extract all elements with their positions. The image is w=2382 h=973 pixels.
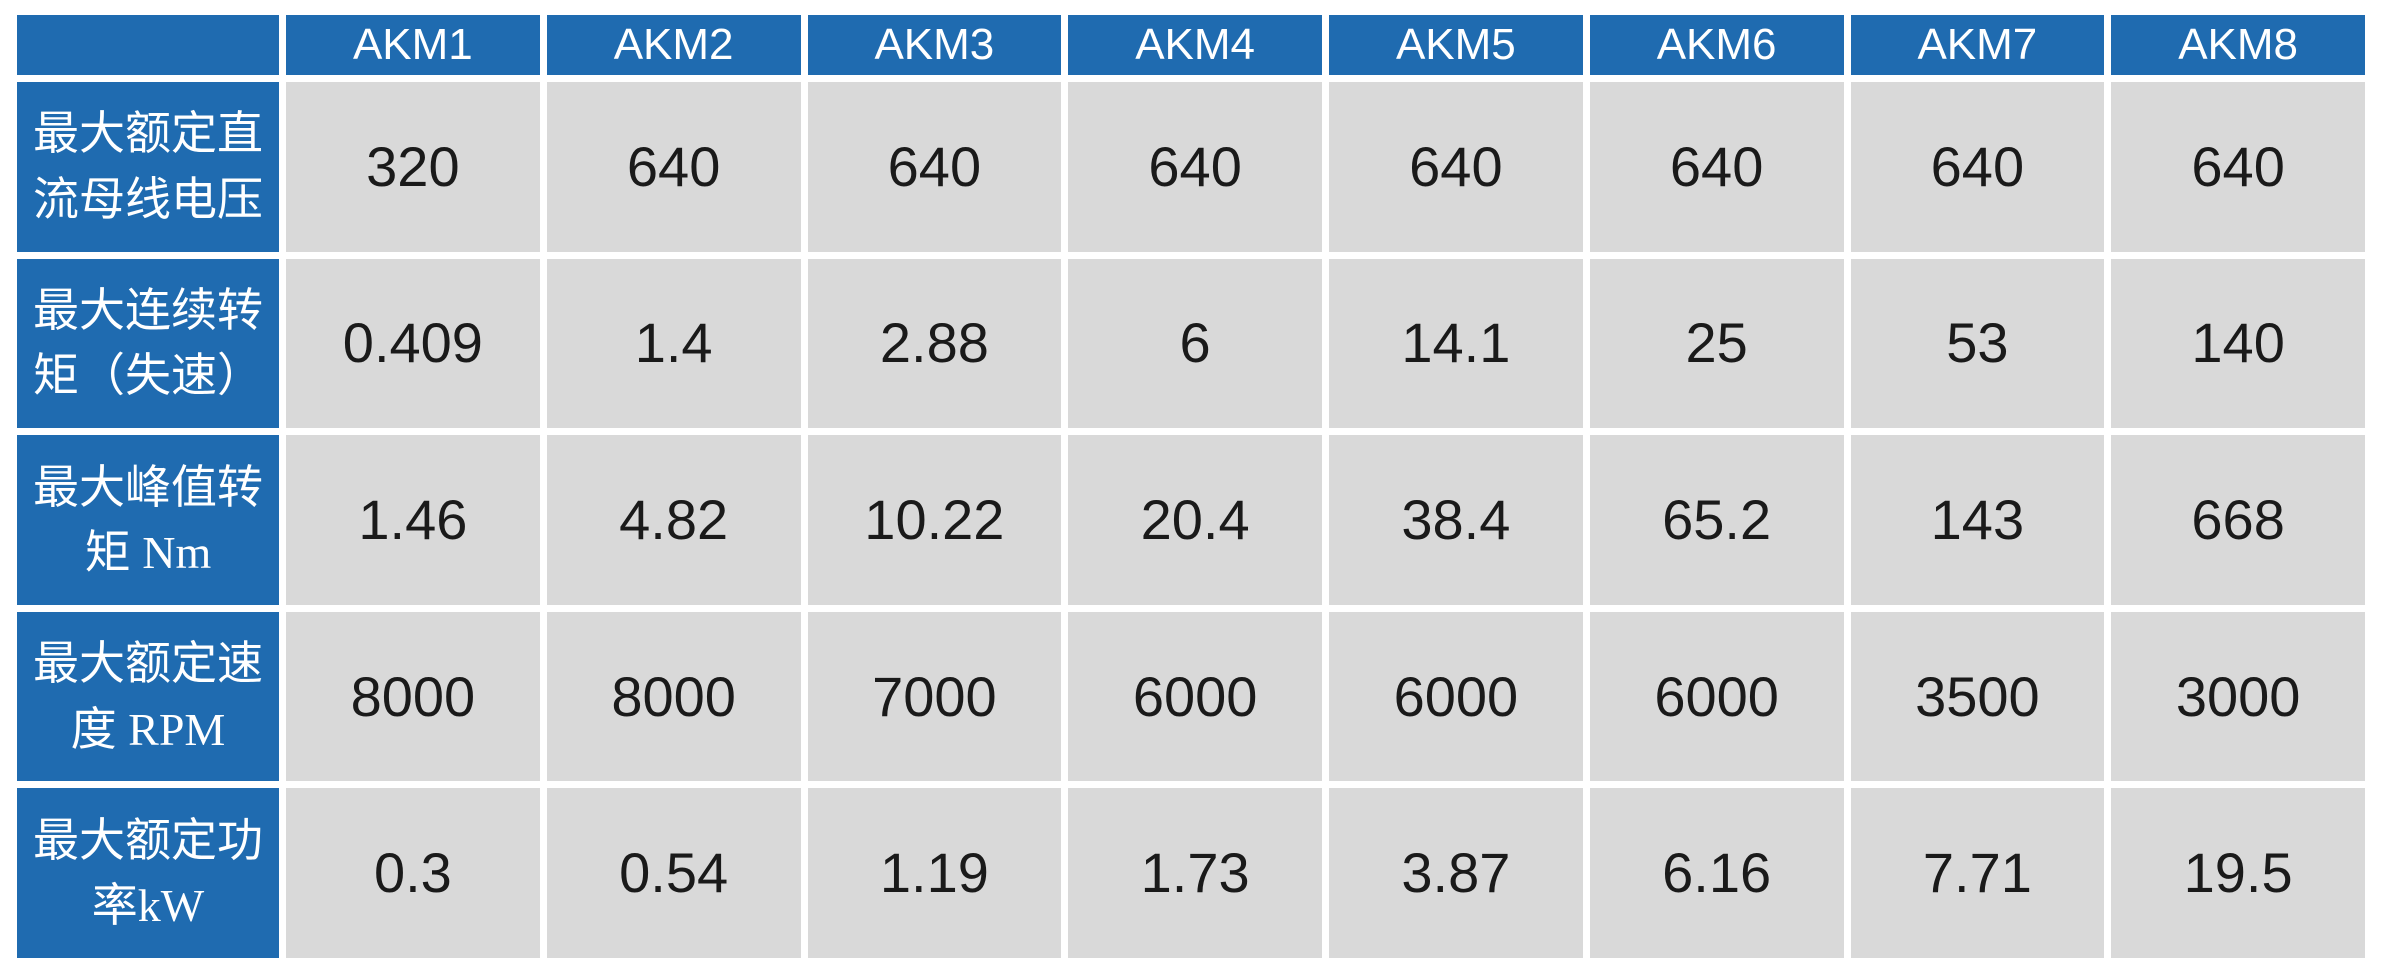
cell-value: 6000 xyxy=(1329,611,1583,782)
corner-cell xyxy=(17,15,279,75)
cell-value: 14.1 xyxy=(1329,258,1583,429)
cell-value: 0.409 xyxy=(286,258,540,429)
cell-value: 38.4 xyxy=(1329,435,1583,605)
column-header-akm8: AKM8 xyxy=(2111,15,2365,75)
column-header-akm3: AKM3 xyxy=(807,15,1062,75)
cell-value: 0.3 xyxy=(286,788,540,958)
cell-value: 1.46 xyxy=(286,435,540,605)
cell-value: 6000 xyxy=(1589,611,1844,782)
table-row-peak-torque: 最大峰值转矩 Nm 1.46 4.82 10.22 20.4 38.4 65.2… xyxy=(17,435,2365,605)
cell-value: 640 xyxy=(1329,82,1583,252)
table-row-dc-bus-voltage: 最大额定直流母线电压 320 640 640 640 640 640 640 6… xyxy=(17,82,2365,252)
cell-value: 53 xyxy=(1850,258,2105,429)
table-row-continuous-torque: 最大连续转矩（失速） 0.409 1.4 2.88 6 14.1 25 53 1… xyxy=(17,258,2365,429)
row-label-dc-bus-voltage: 最大额定直流母线电压 xyxy=(17,82,279,252)
cell-value: 640 xyxy=(546,82,801,252)
cell-value: 10.22 xyxy=(807,435,1062,605)
cell-value: 3500 xyxy=(1850,611,2105,782)
table-row-rated-power: 最大额定功率kW 0.3 0.54 1.19 1.73 3.87 6.16 7.… xyxy=(17,788,2365,958)
cell-value: 640 xyxy=(1589,82,1844,252)
cell-value: 7000 xyxy=(807,611,1062,782)
cell-value: 25 xyxy=(1589,258,1844,429)
cell-value: 2.88 xyxy=(807,258,1062,429)
cell-value: 1.4 xyxy=(546,258,801,429)
cell-value: 668 xyxy=(2111,435,2365,605)
cell-value: 320 xyxy=(286,82,540,252)
cell-value: 20.4 xyxy=(1068,435,1322,605)
cell-value: 65.2 xyxy=(1589,435,1844,605)
cell-value: 1.19 xyxy=(807,788,1062,958)
cell-value: 7.71 xyxy=(1850,788,2105,958)
cell-value: 19.5 xyxy=(2111,788,2365,958)
row-label-rated-speed: 最大额定速度 RPM xyxy=(17,611,279,782)
row-label-rated-power: 最大额定功率kW xyxy=(17,788,279,958)
header-row: AKM1 AKM2 AKM3 AKM4 AKM5 AKM6 AKM7 AKM8 xyxy=(17,15,2365,75)
column-header-akm4: AKM4 xyxy=(1068,15,1322,75)
cell-value: 640 xyxy=(1068,82,1322,252)
column-header-akm5: AKM5 xyxy=(1329,15,1583,75)
cell-value: 0.54 xyxy=(546,788,801,958)
cell-value: 8000 xyxy=(286,611,540,782)
column-header-akm1: AKM1 xyxy=(286,15,540,75)
cell-value: 6000 xyxy=(1068,611,1322,782)
akm-spec-table: AKM1 AKM2 AKM3 AKM4 AKM5 AKM6 AKM7 AKM8 … xyxy=(10,8,2372,965)
column-header-akm6: AKM6 xyxy=(1589,15,1844,75)
cell-value: 6.16 xyxy=(1589,788,1844,958)
column-header-akm2: AKM2 xyxy=(546,15,801,75)
cell-value: 6 xyxy=(1068,258,1322,429)
cell-value: 3000 xyxy=(2111,611,2365,782)
row-label-continuous-torque: 最大连续转矩（失速） xyxy=(17,258,279,429)
cell-value: 640 xyxy=(2111,82,2365,252)
column-header-akm7: AKM7 xyxy=(1850,15,2105,75)
cell-value: 140 xyxy=(2111,258,2365,429)
table-row-rated-speed: 最大额定速度 RPM 8000 8000 7000 6000 6000 6000… xyxy=(17,611,2365,782)
row-label-peak-torque: 最大峰值转矩 Nm xyxy=(17,435,279,605)
cell-value: 143 xyxy=(1850,435,2105,605)
cell-value: 3.87 xyxy=(1329,788,1583,958)
cell-value: 640 xyxy=(807,82,1062,252)
cell-value: 8000 xyxy=(546,611,801,782)
cell-value: 4.82 xyxy=(546,435,801,605)
cell-value: 1.73 xyxy=(1068,788,1322,958)
cell-value: 640 xyxy=(1850,82,2105,252)
